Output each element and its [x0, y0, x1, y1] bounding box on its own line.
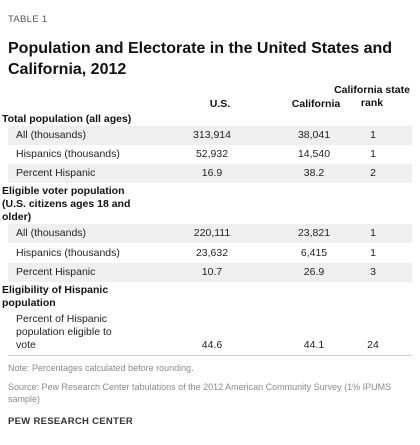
row-stripe: [8, 263, 412, 282]
cell-california: 38.2: [303, 167, 325, 179]
divider: [8, 355, 412, 356]
column-header-california: California: [291, 98, 341, 110]
cell-rank: 1: [370, 148, 376, 160]
cell-us: 16.9: [201, 167, 223, 179]
cell-california: 38,041: [297, 129, 331, 141]
row-label: Percent of Hispanic population eligible …: [16, 313, 112, 351]
section-heading-hispanic-eligibility: Eligibility of Hispanic population: [2, 284, 109, 309]
cell-california: 14,540: [297, 148, 331, 160]
cell-rank: 1: [370, 227, 376, 239]
row-label: Percent Hispanic: [16, 266, 96, 278]
cell-us: 23,632: [195, 247, 229, 259]
cell-rank: 1: [370, 247, 376, 259]
row-stripe: [8, 126, 412, 145]
cell-us: 44.6: [201, 339, 223, 351]
row-label: All (thousands): [16, 227, 87, 239]
cell-california: 6,415: [300, 247, 328, 259]
cell-rank: 2: [370, 167, 376, 179]
table-label: TABLE 1: [8, 14, 48, 25]
row-stripe: [8, 164, 412, 183]
row-label: All (thousands): [16, 129, 87, 141]
section-heading-total-population: Total population (all ages): [2, 113, 132, 125]
cell-california: 23,821: [297, 227, 331, 239]
cell-rank: 3: [370, 266, 376, 278]
row-stripe: [8, 224, 412, 243]
cell-us: 313,914: [193, 129, 231, 141]
row-label: Hispanics (thousands): [16, 148, 120, 160]
table-row: Percent of Hispanic population eligible …: [0, 313, 420, 365]
column-header-us: U.S.: [209, 98, 231, 110]
cell-us: 52,932: [195, 148, 229, 160]
cell-rank: 1: [370, 129, 376, 141]
cell-us: 10.7: [201, 266, 223, 278]
table-source: Source: Pew Research Center tabulations …: [8, 382, 392, 404]
cell-california: 26.9: [303, 266, 325, 278]
column-header-rank: California state rank: [334, 84, 410, 109]
cell-us: 220,111: [193, 227, 231, 239]
cell-rank: 24: [367, 339, 379, 351]
cell-california: 44.1: [303, 339, 325, 351]
publisher-brand: PEW RESEARCH CENTER: [8, 416, 133, 427]
row-label: Percent Hispanic: [16, 167, 96, 179]
table-title: Population and Electorate in the United …: [8, 40, 393, 78]
table-note: Note: Percentages calculated before roun…: [8, 363, 194, 373]
row-label: Hispanics (thousands): [16, 247, 120, 259]
section-heading-eligible-voters: Eligible voter population (U.S. citizens…: [2, 185, 131, 223]
